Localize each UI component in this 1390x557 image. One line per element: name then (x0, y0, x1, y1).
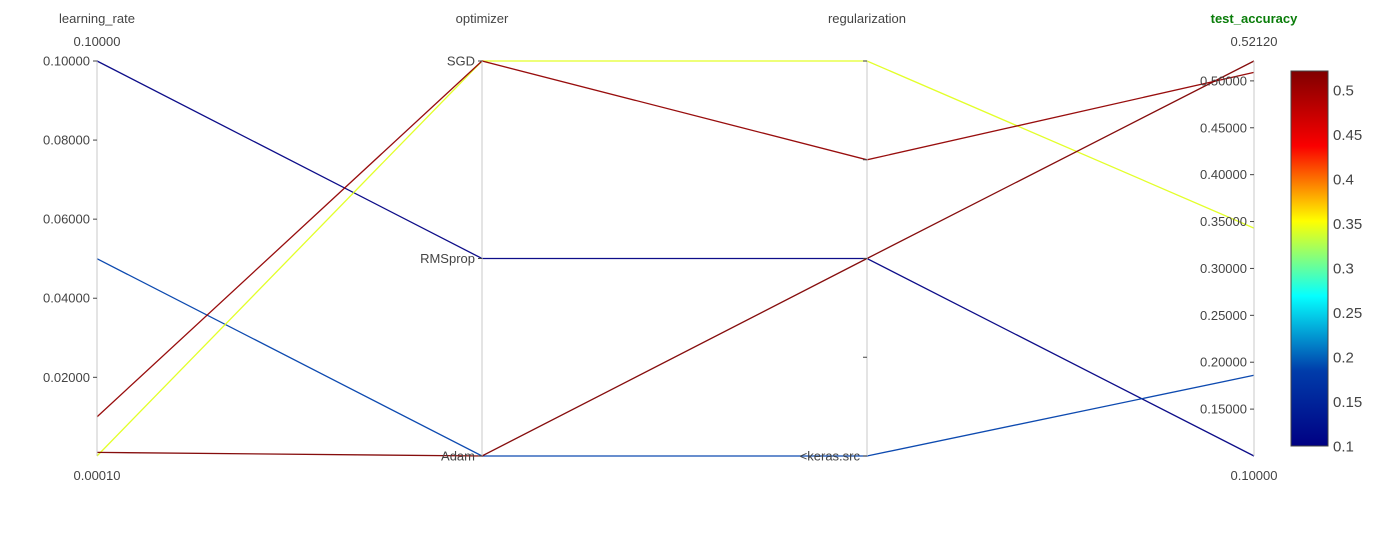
tick-label: 0.06000 (43, 212, 90, 227)
tick-label: 0.20000 (1200, 355, 1247, 370)
tick-label: 0.30000 (1200, 261, 1247, 276)
axis-title-optimizer[interactable]: optimizer (456, 11, 509, 26)
colorbar: 0.5 0.45 0.4 0.35 0.3 0.25 0.2 0.15 0.1 (1290, 70, 1362, 456)
axis-title-test-accuracy[interactable]: test_accuracy (1211, 11, 1298, 26)
tick-label: 0.02000 (43, 370, 90, 385)
tick-label: 0.35000 (1200, 214, 1247, 229)
colorbar-tick-label: 0.45 (1333, 127, 1362, 144)
colorbar-tick-label: 0.25 (1333, 305, 1362, 322)
tick-label: 0.25000 (1200, 308, 1247, 323)
axis-range-min-learning-rate: 0.00010 (74, 468, 121, 483)
data-line-5 (96, 60, 1255, 457)
data-line-1 (96, 60, 1255, 457)
category-label-adam: Adam (441, 449, 475, 464)
axis-regularization[interactable]: regularization <keras.src (800, 11, 906, 464)
colorbar-tick-label: 0.4 (1333, 171, 1354, 188)
axis-title-learning-rate[interactable]: learning_rate (59, 11, 135, 26)
data-line-3 (96, 60, 1255, 457)
axis-range-max-learning-rate: 0.10000 (74, 34, 121, 49)
category-label-sgd: SGD (447, 54, 475, 69)
category-label-rmsprop: RMSprop (420, 251, 475, 266)
axis-title-regularization[interactable]: regularization (828, 11, 906, 26)
tick-label: 0.45000 (1200, 120, 1247, 135)
colorbar-tick-label: 0.2 (1333, 349, 1354, 366)
tick-label: 0.10000 (43, 54, 90, 69)
colorbar-tick-label: 0.35 (1333, 216, 1362, 233)
data-line-4 (96, 60, 1255, 418)
tick-label: 0.15000 (1200, 402, 1247, 417)
colorbar-tick-label: 0.5 (1333, 82, 1354, 99)
axis-learning-rate[interactable]: learning_rate 0.10000 0.00010 0.10000 0.0800… (43, 11, 135, 483)
axis-optimizer[interactable]: optimizer Adam RMSprop SGD (420, 11, 509, 464)
category-label-keras-src: <keras.src (800, 449, 861, 464)
data-line-2 (96, 258, 1255, 457)
colorbar-tick-label: 0.3 (1333, 260, 1354, 277)
axis-range-min-test-accuracy: 0.10000 (1231, 468, 1278, 483)
tick-label: 0.50000 (1200, 73, 1247, 88)
tick-label: 0.40000 (1200, 167, 1247, 182)
colorbar-tick-label: 0.15 (1333, 394, 1362, 411)
axis-range-max-test-accuracy: 0.52120 (1231, 34, 1278, 49)
data-lines (96, 60, 1255, 457)
tick-label: 0.08000 (43, 133, 90, 148)
axes: learning_rate 0.10000 0.00010 0.10000 0.0800… (43, 11, 1298, 483)
axis-test-accuracy[interactable]: test_accuracy 0.52120 0.10000 0.50000 0.4500… (1200, 11, 1298, 483)
colorbar-gradient (1290, 70, 1329, 447)
tick-label: 0.04000 (43, 291, 90, 306)
colorbar-tick-label: 0.1 (1333, 439, 1354, 456)
